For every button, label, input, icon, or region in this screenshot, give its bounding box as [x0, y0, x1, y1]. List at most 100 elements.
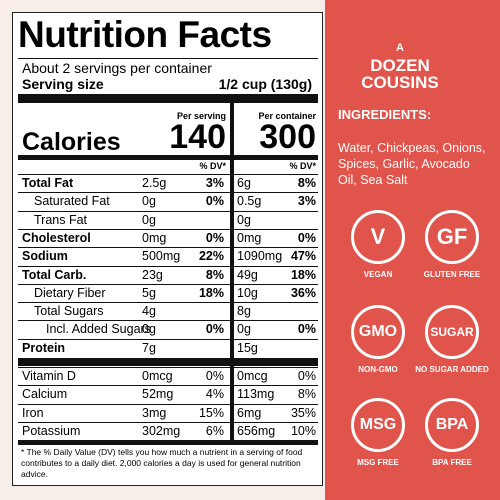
brand-line: COUSINS — [361, 73, 439, 92]
amount: 23g — [142, 267, 163, 282]
amount: 656mg — [237, 423, 276, 438]
nutrient-name: Trans Fat — [34, 212, 88, 227]
rule — [18, 403, 318, 405]
amount: 0mcg — [237, 369, 268, 383]
daily-value: 3% — [205, 176, 224, 190]
rule — [18, 94, 318, 103]
rule — [18, 421, 318, 423]
amount: 2.5g — [142, 176, 167, 190]
daily-value: 0% — [205, 230, 224, 245]
daily-value: 10% — [290, 423, 316, 438]
nutrient-name: Sodium — [22, 249, 68, 264]
daily-value: 8% — [297, 387, 316, 402]
daily-value: 22% — [198, 249, 224, 264]
nutrient-name: Incl. Added Sugars — [46, 322, 151, 337]
amount: 0g — [237, 322, 251, 337]
rule — [18, 210, 318, 212]
rule — [18, 228, 318, 230]
amount: 3mg — [142, 405, 167, 420]
daily-value: 36% — [290, 285, 316, 300]
amount: 8g — [237, 304, 251, 319]
amount: 6mg — [237, 405, 262, 420]
footnote: * The % Daily Value (DV) tells you how m… — [21, 447, 303, 479]
amount: 5g — [142, 285, 156, 300]
nutrient-name: Vitamin D — [22, 369, 76, 383]
daily-value: 15% — [198, 405, 224, 420]
rule — [18, 174, 318, 175]
daily-value: 35% — [290, 405, 316, 420]
amount: 49g — [237, 267, 258, 282]
amount: 0g — [142, 212, 156, 227]
daily-value: 0% — [205, 322, 224, 337]
amount: 0mg — [237, 230, 262, 245]
rule — [18, 385, 318, 387]
nutrient-name: Protein — [22, 340, 66, 355]
amount: 113mg — [237, 387, 275, 402]
amount: 15g — [237, 340, 258, 355]
servings: About 2 servings per container — [22, 60, 212, 76]
nutrient-name: Cholesterol — [22, 230, 91, 245]
nutrient-name: Total Carb. — [22, 267, 87, 282]
rule — [18, 358, 318, 366]
nutrient-name: Total Sugars — [34, 304, 104, 319]
brand-logo: A DOZEN COUSINS — [350, 40, 450, 91]
badge-label: BPA FREE — [432, 458, 472, 467]
amount: 0g — [237, 212, 251, 227]
daily-value: 3% — [297, 194, 316, 209]
nutrient-name: Potassium — [22, 423, 81, 438]
daily-value: 47% — [290, 249, 316, 264]
ingredients-text: Water, Chickpeas, Onions, Spices, Garlic… — [338, 141, 486, 187]
amount: 302mg — [142, 423, 181, 438]
amount: 52mg — [142, 387, 174, 402]
brand-line: DOZEN — [370, 56, 430, 75]
nutrient-name: Iron — [22, 405, 44, 420]
calories-container: 300 — [259, 118, 316, 156]
badge-icon: BPA — [425, 398, 479, 452]
badge-label: GLUTEN FREE — [423, 270, 481, 279]
dv-header: % DV* — [289, 161, 316, 171]
daily-value: 8% — [205, 267, 224, 282]
brand-line: A — [396, 42, 404, 54]
rule — [18, 440, 318, 445]
badge-icon: GMO — [351, 305, 405, 359]
nutrient-name: Saturated Fat — [34, 194, 110, 209]
daily-value: 4% — [205, 387, 224, 402]
rule — [18, 265, 318, 267]
daily-value: 8% — [297, 176, 316, 190]
badge-label: NON-GMO — [358, 365, 398, 374]
dv-header: % DV* — [199, 161, 226, 171]
badge-icon: V — [351, 210, 405, 264]
rule — [18, 192, 318, 194]
amount: 0mcg — [142, 369, 173, 383]
rule — [18, 302, 318, 304]
nutrient-name: Dietary Fiber — [34, 285, 106, 300]
per-container: Per container — [258, 111, 316, 121]
rule — [18, 367, 318, 368]
rule — [18, 247, 318, 249]
amount: 0g — [142, 194, 156, 209]
per-serving: Per serving — [176, 111, 226, 121]
nutrient-name: Total Fat — [22, 176, 74, 190]
badge-label: NO SUGAR ADDED — [415, 365, 489, 374]
daily-value: 6% — [205, 423, 224, 438]
label-title: Nutrition Facts — [18, 14, 272, 55]
rule — [18, 58, 318, 59]
nutrient-name: Calcium — [22, 387, 68, 402]
badge-icon: SUGAR — [425, 305, 479, 359]
daily-value: 18% — [290, 267, 316, 282]
badge-label: MSG FREE — [357, 458, 399, 467]
daily-value: 0% — [297, 369, 316, 383]
rule — [18, 283, 318, 285]
amount: 0.5g — [237, 194, 262, 209]
rule — [230, 103, 234, 440]
daily-value: 0% — [297, 230, 316, 245]
badge-icon: GF — [425, 210, 479, 264]
rule — [18, 338, 318, 340]
amount: 4g — [142, 304, 156, 319]
rule — [18, 155, 318, 160]
badge-icon: MSG — [351, 398, 405, 452]
calories-label: Calories — [22, 128, 121, 156]
ingredients-title: INGREDIENTS: — [338, 107, 432, 122]
nutrition-label — [12, 12, 323, 486]
